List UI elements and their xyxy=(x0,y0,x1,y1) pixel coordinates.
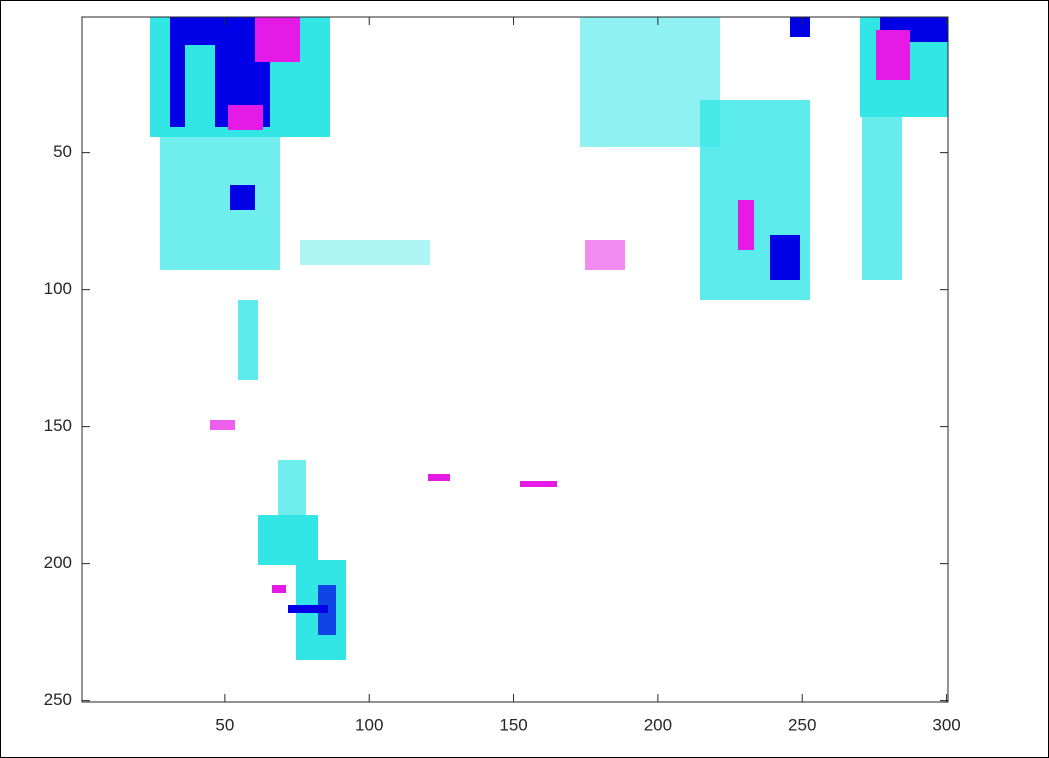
magenta-region xyxy=(228,105,263,130)
cyan-region xyxy=(580,17,720,147)
blue-region xyxy=(230,185,255,210)
axes: 50 100 150 200 250 300 50 100 150 200 250 xyxy=(44,17,961,734)
blue-region xyxy=(288,605,328,613)
x-tick-label: 250 xyxy=(788,715,816,734)
cyan-region xyxy=(278,460,306,520)
magenta-region xyxy=(210,420,235,430)
y-tick-label: 100 xyxy=(44,279,72,298)
magenta-region xyxy=(428,474,450,481)
cyan-region xyxy=(160,130,280,270)
y-tick-label: 150 xyxy=(44,416,72,435)
x-tick-label: 50 xyxy=(215,715,234,734)
magenta-region xyxy=(255,17,300,62)
x-tick-label: 200 xyxy=(644,715,672,734)
x-tick-label: 100 xyxy=(355,715,383,734)
blue-region xyxy=(770,235,800,280)
x-tick-label: 300 xyxy=(932,715,960,734)
image-content xyxy=(150,17,948,660)
magenta-region xyxy=(272,585,286,593)
cyan-region xyxy=(258,515,318,565)
cyan-region xyxy=(185,45,215,135)
blue-region xyxy=(318,585,336,635)
x-tick-label: 150 xyxy=(499,715,527,734)
y-tick-label: 200 xyxy=(44,553,72,572)
magenta-region xyxy=(585,240,625,270)
y-tick-label: 50 xyxy=(53,142,72,161)
magenta-region xyxy=(738,200,754,250)
cyan-region xyxy=(862,110,902,280)
magenta-region xyxy=(520,481,557,487)
blue-region xyxy=(790,17,810,37)
magenta-region xyxy=(876,30,910,80)
cyan-region xyxy=(238,300,258,380)
axes-box xyxy=(81,16,949,703)
y-tick-label: 250 xyxy=(44,690,72,709)
cyan-region xyxy=(300,240,430,265)
